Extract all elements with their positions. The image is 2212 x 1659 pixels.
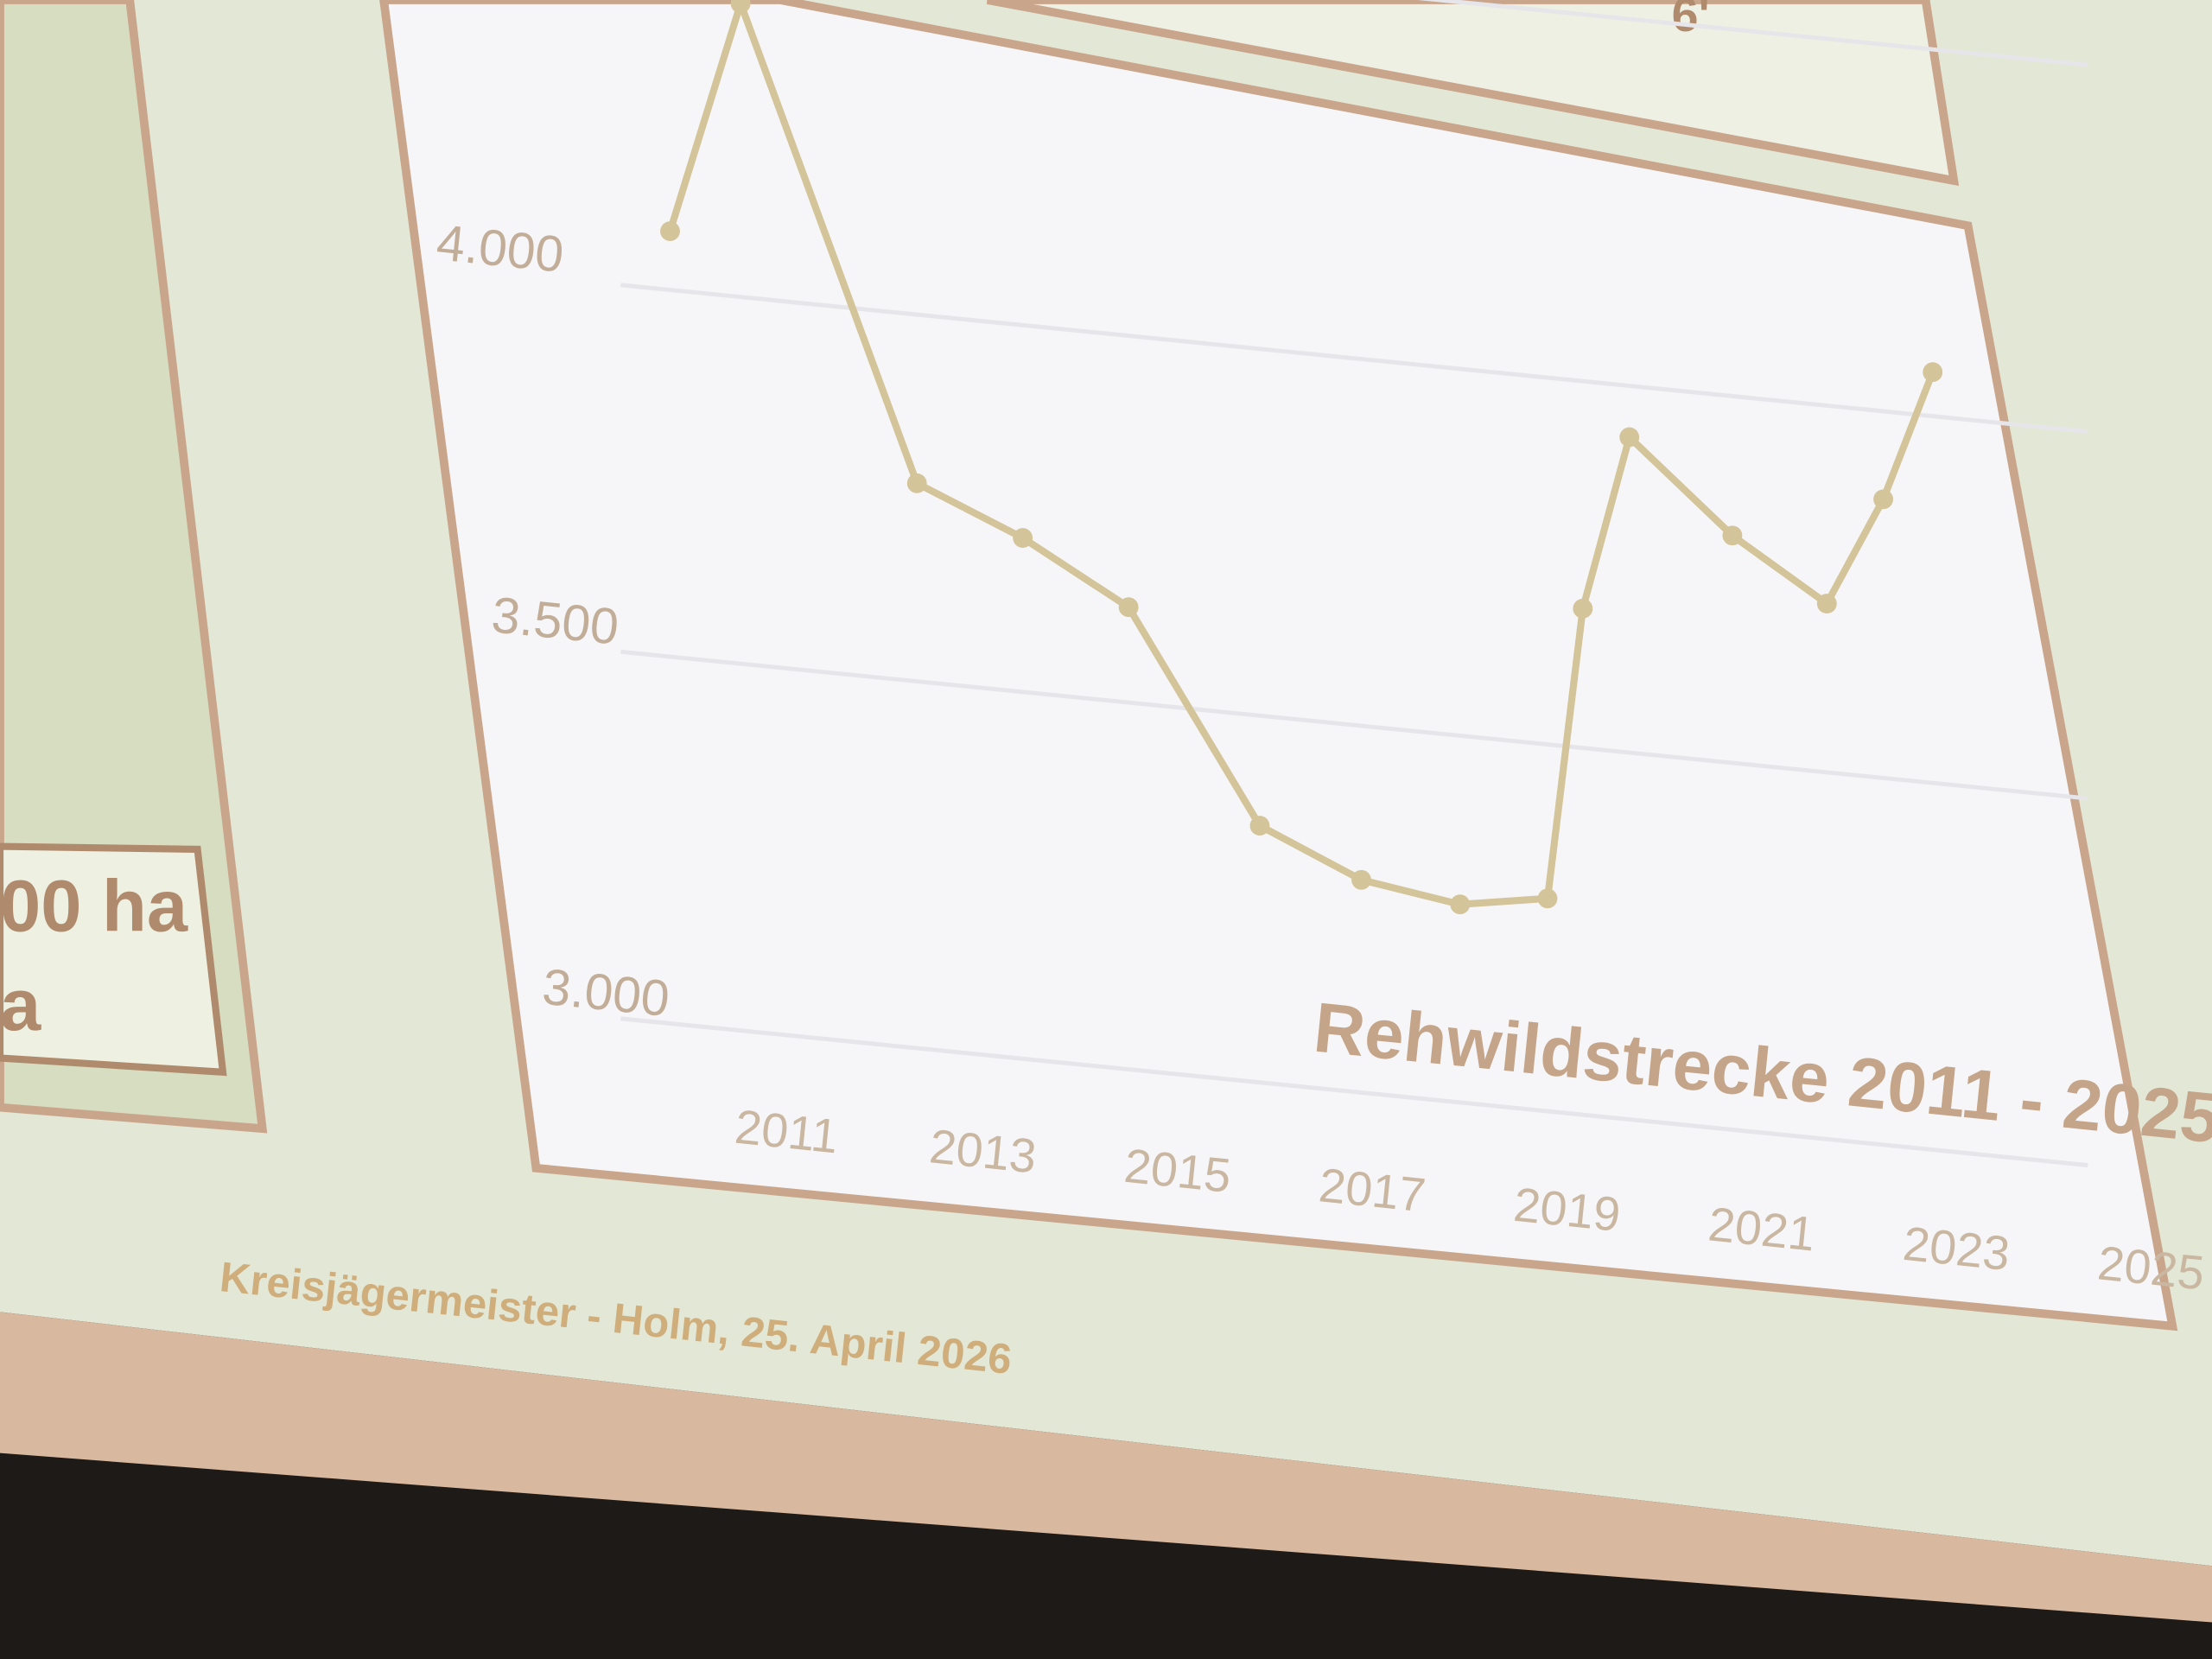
y-tick-label: 3.000 [540, 959, 672, 1028]
data-point-2024 [1873, 489, 1894, 510]
area-text-2: a [0, 963, 41, 1046]
x-tick-label: 2019 [1511, 1178, 1623, 1242]
data-point-2016 [1249, 816, 1270, 836]
data-point-2022 [1722, 525, 1743, 546]
data-point-2015 [1118, 597, 1139, 618]
data-point-2018 [1450, 894, 1471, 915]
slide-bottom-band [0, 1312, 2212, 1623]
x-tick-label: 2023 [1901, 1217, 2012, 1281]
x-axis: 2011 2013 2015 2017 2019 2021 2023 2025 [733, 1100, 2207, 1300]
area-text-1: 00 ha [0, 865, 188, 947]
x-tick-label: 2011 [733, 1100, 841, 1164]
series-markers [660, 0, 1943, 915]
x-tick-label: 2025 [2095, 1236, 2207, 1300]
x-tick-label: 2015 [1122, 1139, 1233, 1203]
gridline [620, 1016, 2088, 1168]
gridline [620, 649, 2088, 801]
data-point-2012 [730, 0, 751, 14]
gridline [1417, 0, 2088, 67]
data-point-2023 [1816, 594, 1837, 614]
data-point-2025 [1923, 362, 1943, 383]
x-tick-label: 2013 [927, 1119, 1039, 1183]
data-point-2020 [1573, 598, 1593, 619]
data-point-2021 [1619, 427, 1640, 448]
data-point-2013 [906, 473, 927, 493]
data-point-2014 [1013, 528, 1033, 548]
y-tick-label: 4.000 [434, 214, 566, 283]
chart-frame [379, 0, 2178, 1332]
y-tick-label: 3.500 [489, 587, 621, 656]
y-axis: 3.000 3.500 4.000 [434, 214, 671, 1027]
gridline [620, 283, 2088, 435]
upper-box-text: 6' [1672, 0, 1710, 41]
x-tick-label: 2021 [1706, 1197, 1817, 1261]
data-point-2011 [660, 221, 680, 242]
data-point-2017 [1351, 869, 1371, 890]
chart-grid [620, 0, 2088, 1168]
upper-box [986, 0, 1960, 187]
area-info-box [0, 842, 227, 1077]
x-tick-label: 2017 [1317, 1158, 1428, 1222]
data-point-2019 [1537, 888, 1558, 909]
